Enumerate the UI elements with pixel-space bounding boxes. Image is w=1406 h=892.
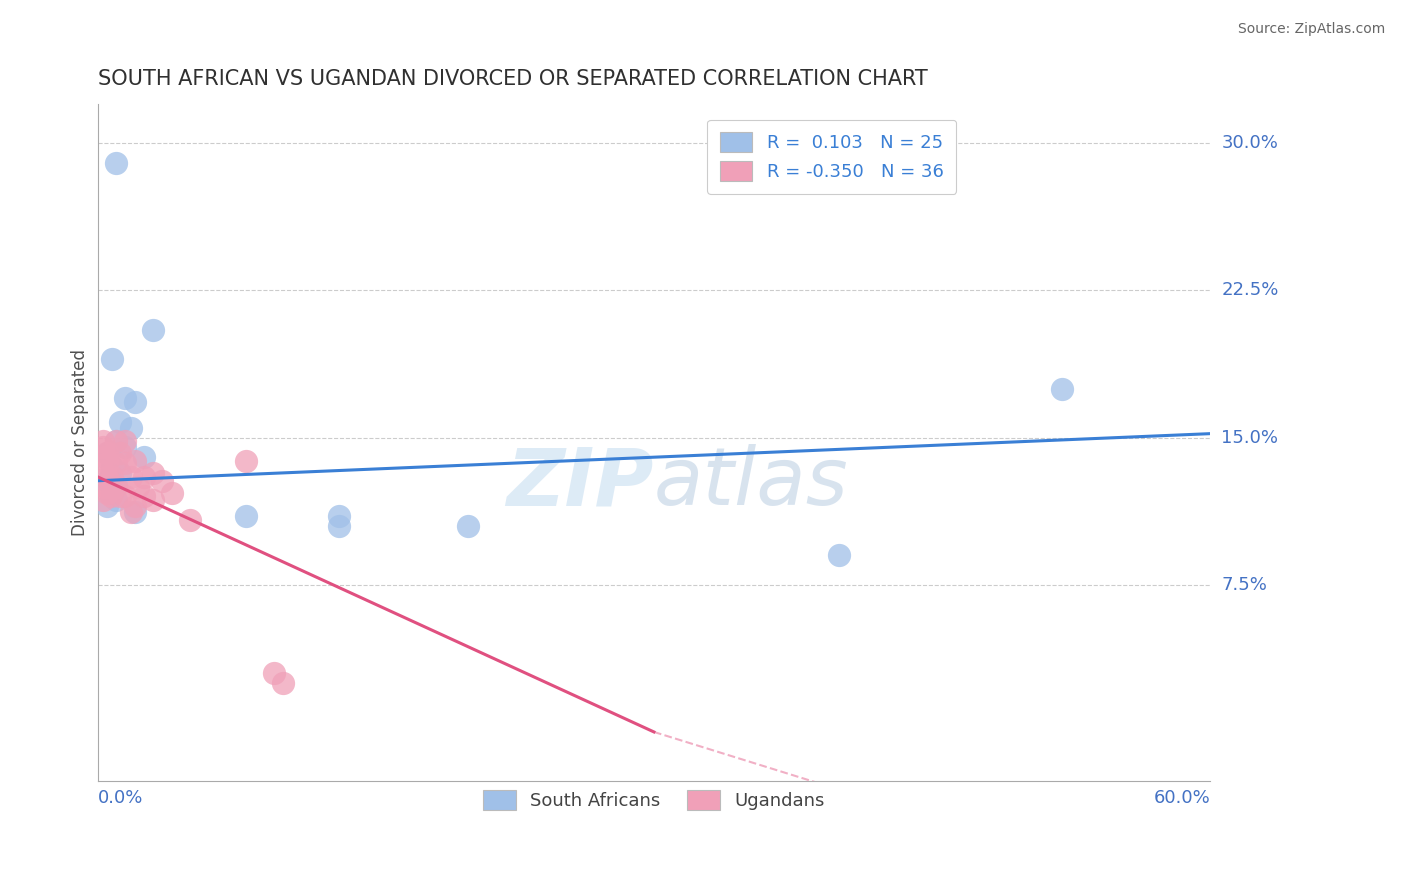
Point <box>105 477 128 491</box>
Point <box>179 513 201 527</box>
Point <box>235 509 257 524</box>
Point <box>114 490 136 504</box>
Point <box>91 464 114 478</box>
Text: Source: ZipAtlas.com: Source: ZipAtlas.com <box>1237 22 1385 37</box>
Point <box>91 493 114 508</box>
Point <box>132 490 155 504</box>
Point <box>132 450 155 465</box>
Point <box>160 485 183 500</box>
Text: atlas: atlas <box>654 444 849 522</box>
Point <box>124 505 146 519</box>
Text: 60.0%: 60.0% <box>1153 789 1211 807</box>
Text: ZIP: ZIP <box>506 444 654 522</box>
Point <box>97 474 120 488</box>
Point <box>91 434 114 449</box>
Point <box>101 460 124 475</box>
Point <box>235 454 257 468</box>
Point <box>108 490 131 504</box>
Point <box>114 434 136 449</box>
Point <box>142 466 165 480</box>
Point <box>94 450 117 465</box>
Point <box>828 549 851 563</box>
Point <box>124 395 146 409</box>
Point <box>105 434 128 449</box>
Point <box>114 456 136 470</box>
Text: 7.5%: 7.5% <box>1222 575 1267 594</box>
Legend: South Africans, Ugandans: South Africans, Ugandans <box>471 778 838 822</box>
Point <box>108 446 131 460</box>
Point <box>120 505 142 519</box>
Text: 30.0%: 30.0% <box>1222 134 1278 153</box>
Point <box>124 454 146 468</box>
Point <box>96 456 118 470</box>
Point <box>142 323 165 337</box>
Point <box>152 474 174 488</box>
Text: SOUTH AFRICAN VS UGANDAN DIVORCED OR SEPARATED CORRELATION CHART: SOUTH AFRICAN VS UGANDAN DIVORCED OR SEP… <box>97 69 928 88</box>
Point <box>96 485 118 500</box>
Point <box>105 456 128 470</box>
Point <box>96 500 118 514</box>
Point <box>142 493 165 508</box>
Point <box>120 421 142 435</box>
Point <box>328 509 350 524</box>
Point <box>120 470 142 484</box>
Point <box>96 474 118 488</box>
Point <box>96 446 118 460</box>
Point <box>105 434 128 449</box>
Point <box>114 392 136 406</box>
Point <box>457 519 479 533</box>
Point <box>328 519 350 533</box>
Point <box>101 352 124 367</box>
Point <box>105 493 128 508</box>
Point <box>1050 382 1073 396</box>
Y-axis label: Divorced or Separated: Divorced or Separated <box>72 349 89 536</box>
Text: 22.5%: 22.5% <box>1222 281 1278 300</box>
Point <box>101 485 124 500</box>
Point <box>263 666 285 681</box>
Point <box>132 470 155 484</box>
Point <box>96 446 118 460</box>
Point <box>94 480 117 494</box>
Point <box>91 441 114 455</box>
Point <box>114 441 136 455</box>
Point <box>105 480 128 494</box>
Point <box>108 415 131 429</box>
Text: 15.0%: 15.0% <box>1222 428 1278 447</box>
Point <box>100 490 122 504</box>
Point <box>105 156 128 170</box>
Point <box>127 480 149 494</box>
Point <box>96 470 118 484</box>
Point <box>108 466 131 480</box>
Text: 0.0%: 0.0% <box>97 789 143 807</box>
Point <box>101 470 124 484</box>
Point <box>124 500 146 514</box>
Point <box>271 676 294 690</box>
